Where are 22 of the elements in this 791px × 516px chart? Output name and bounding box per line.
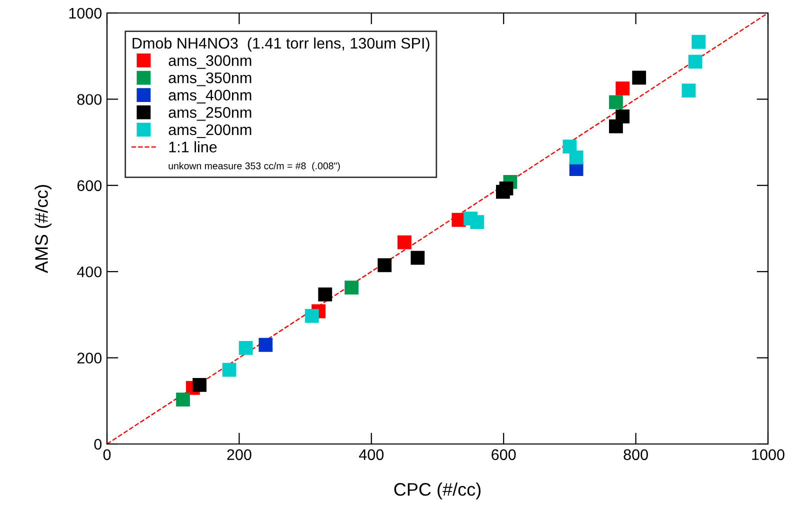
x-tick-label: 400 [359,449,384,460]
y-tick-label: 0 [94,438,102,450]
legend-label: ams_350nm [168,72,252,86]
legend-label: 1:1 line [169,141,217,152]
y-tick-label: 1000 [69,8,102,19]
legend-title: Dmob NH4NO3 (1.41 torr lens, 130um SPI) [132,37,430,52]
y-tick-label: 600 [77,180,102,192]
legend-label: ams_250nm [168,107,252,121]
y-tick-label: 800 [77,94,102,105]
x-tick-label: 0 [103,449,111,460]
x-axis-title: CPC (#/cc) [394,482,481,500]
x-tick-label: 1000 [752,449,784,460]
x-tick-label: 800 [624,449,648,460]
y-tick-label: 200 [77,352,102,364]
legend-label: ams_300nm [168,55,252,69]
annotation: unkown measure 353 cc/m = #8 (.008") [168,162,340,172]
legend-label: ams_200nm [168,124,252,138]
legend-label: ams_400nm [168,90,252,104]
x-tick-label: 200 [227,449,252,460]
x-tick-label: 600 [492,449,516,460]
y-axis-title: AMS (#/cc) [34,184,52,274]
y-tick-label: 400 [77,266,102,278]
